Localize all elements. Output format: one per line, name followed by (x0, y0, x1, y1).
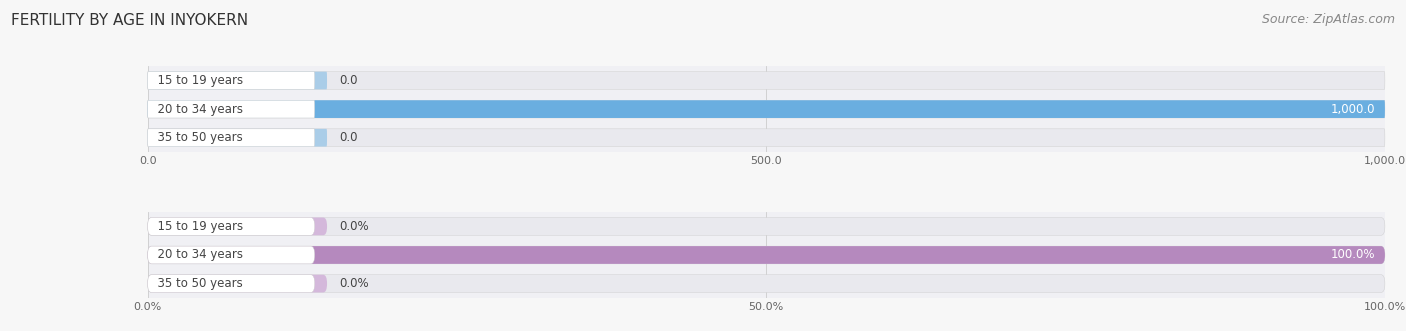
Text: Source: ZipAtlas.com: Source: ZipAtlas.com (1261, 13, 1395, 26)
FancyBboxPatch shape (148, 217, 328, 235)
Text: 15 to 19 years: 15 to 19 years (150, 220, 243, 233)
Text: 0.0: 0.0 (339, 74, 359, 87)
FancyBboxPatch shape (148, 217, 315, 235)
FancyBboxPatch shape (148, 100, 1385, 118)
Text: 0.0: 0.0 (339, 131, 359, 144)
FancyBboxPatch shape (148, 100, 315, 118)
FancyBboxPatch shape (148, 71, 315, 89)
FancyBboxPatch shape (148, 129, 1385, 147)
Text: 20 to 34 years: 20 to 34 years (150, 249, 243, 261)
FancyBboxPatch shape (148, 129, 328, 147)
FancyBboxPatch shape (148, 246, 315, 264)
FancyBboxPatch shape (148, 246, 1385, 264)
Text: FERTILITY BY AGE IN INYOKERN: FERTILITY BY AGE IN INYOKERN (11, 13, 249, 28)
FancyBboxPatch shape (148, 246, 1385, 264)
Text: 15 to 19 years: 15 to 19 years (150, 74, 243, 87)
Text: 35 to 50 years: 35 to 50 years (150, 131, 243, 144)
FancyBboxPatch shape (148, 275, 328, 293)
FancyBboxPatch shape (148, 129, 315, 147)
Text: 0.0%: 0.0% (339, 220, 368, 233)
FancyBboxPatch shape (148, 71, 328, 89)
Text: 0.0%: 0.0% (339, 277, 368, 290)
FancyBboxPatch shape (148, 217, 1385, 235)
FancyBboxPatch shape (148, 275, 1385, 293)
FancyBboxPatch shape (148, 275, 315, 293)
Text: 1,000.0: 1,000.0 (1330, 103, 1375, 116)
Text: 35 to 50 years: 35 to 50 years (150, 277, 243, 290)
FancyBboxPatch shape (148, 71, 1385, 89)
Text: 20 to 34 years: 20 to 34 years (150, 103, 243, 116)
Text: 100.0%: 100.0% (1330, 249, 1375, 261)
FancyBboxPatch shape (148, 100, 1385, 118)
